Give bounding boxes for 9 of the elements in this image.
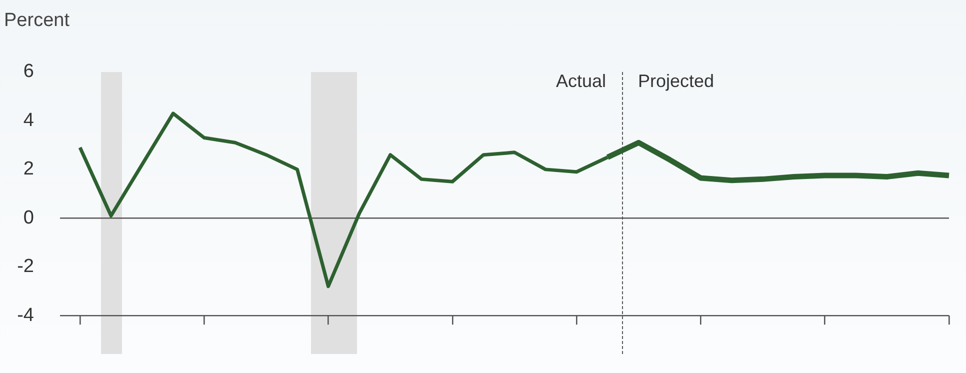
annotation: Projected — [638, 70, 714, 91]
y-tick-label: -4 — [17, 304, 34, 326]
annotation: Actual — [556, 70, 606, 91]
y-tick-label: 0 — [23, 207, 34, 228]
y-tick-label: 6 — [23, 61, 34, 82]
y-tick-label: -2 — [17, 256, 34, 278]
y-tick-label: 4 — [23, 110, 34, 131]
y-tick-label: 2 — [23, 158, 34, 180]
y-axis-title: Percent — [4, 10, 70, 32]
